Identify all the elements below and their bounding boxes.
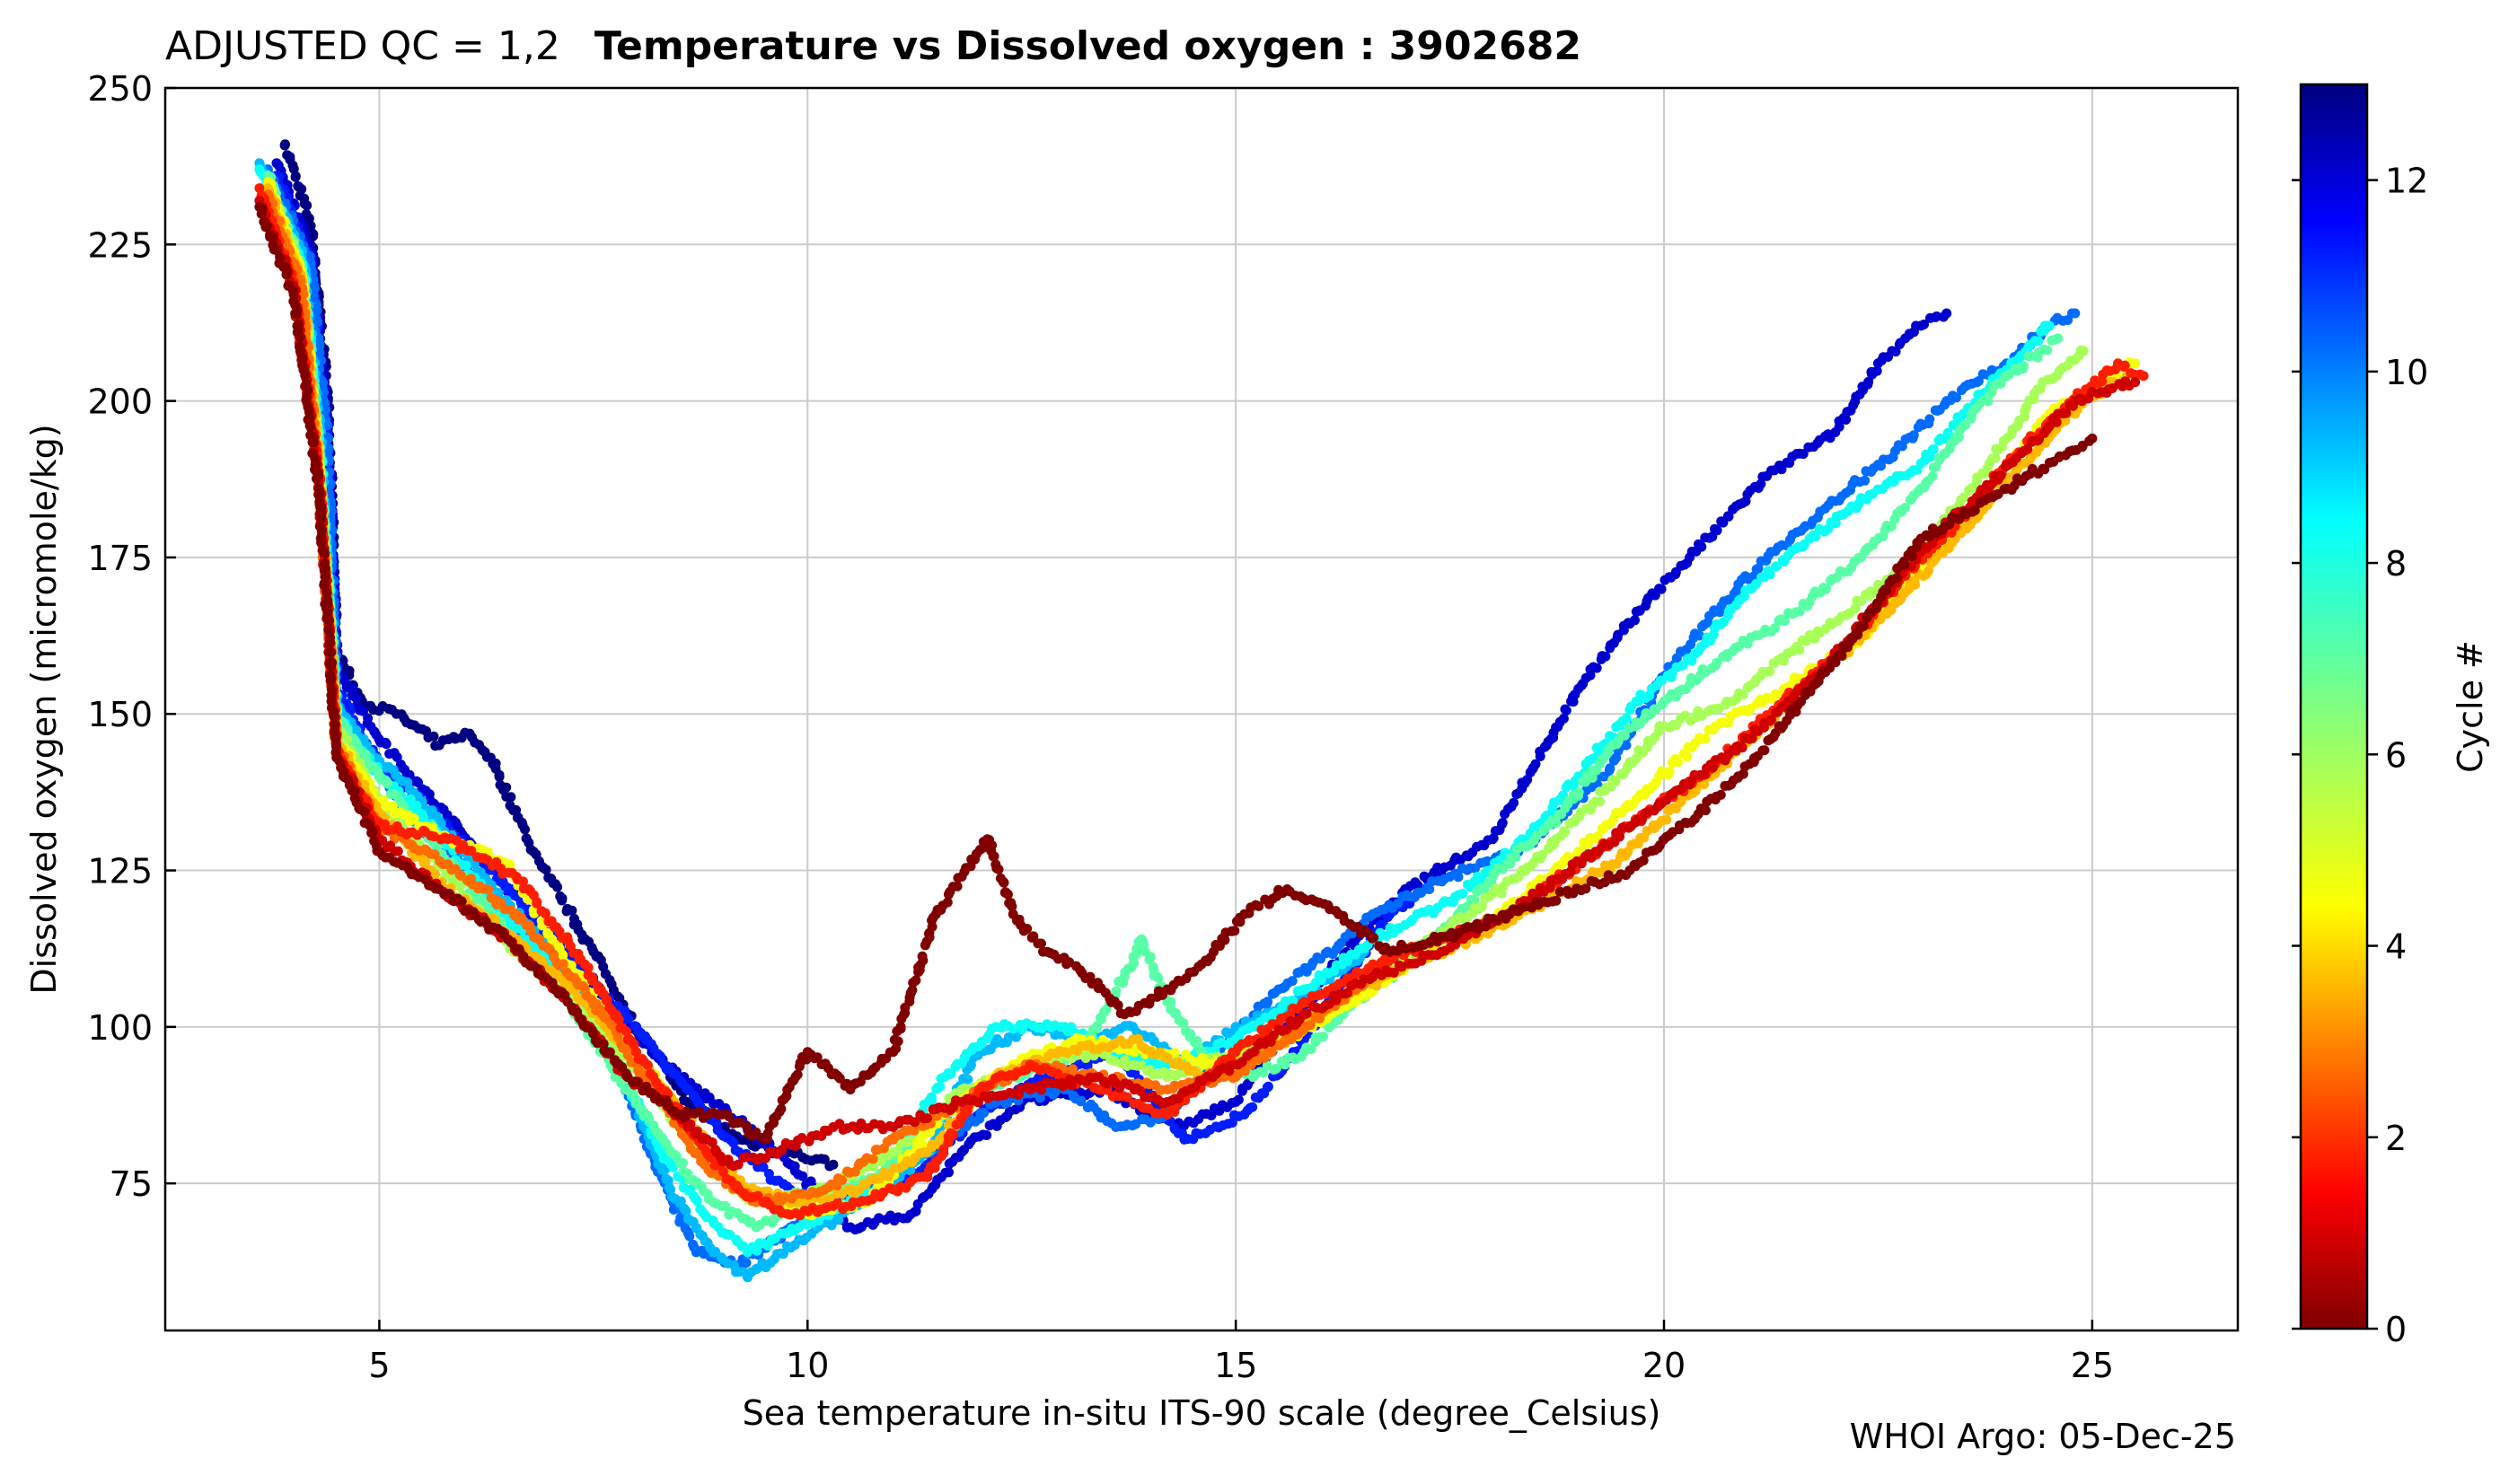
data-point bbox=[520, 824, 530, 834]
data-point bbox=[1574, 787, 1584, 797]
data-point bbox=[1622, 714, 1632, 724]
data-point bbox=[742, 1258, 752, 1268]
data-point bbox=[1560, 827, 1570, 837]
data-point bbox=[1592, 663, 1602, 673]
title-main: Temperature vs Dissolved oxygen : 390268… bbox=[594, 23, 1581, 69]
grid bbox=[165, 88, 2238, 1330]
data-point bbox=[828, 1160, 838, 1170]
data-point bbox=[2053, 333, 2063, 343]
data-point bbox=[1657, 584, 1667, 594]
data-point bbox=[1509, 798, 1519, 808]
data-point bbox=[1682, 751, 1692, 761]
data-point bbox=[552, 882, 562, 892]
data-point bbox=[2079, 346, 2089, 356]
data-point bbox=[1247, 1102, 1257, 1112]
data-point bbox=[1454, 872, 1464, 882]
data-point bbox=[506, 792, 515, 802]
data-point bbox=[383, 778, 392, 788]
series-cycle-1 bbox=[272, 158, 1952, 1234]
data-point bbox=[944, 1167, 954, 1177]
data-point bbox=[1924, 414, 1934, 424]
data-point bbox=[382, 739, 392, 749]
data-point bbox=[1288, 976, 1298, 986]
data-point bbox=[1860, 476, 1870, 486]
data-point bbox=[1712, 525, 1722, 535]
data-point bbox=[1929, 444, 1939, 454]
data-point bbox=[1234, 1095, 1244, 1105]
data-point bbox=[280, 141, 290, 151]
data-point bbox=[1794, 645, 1804, 654]
data-point bbox=[2033, 337, 2043, 347]
data-point bbox=[1821, 584, 1831, 594]
data-point bbox=[2045, 321, 2055, 330]
data-point bbox=[1595, 796, 1605, 806]
data-point bbox=[1498, 818, 1508, 828]
data-point bbox=[495, 770, 505, 780]
chart-title: ADJUSTED QC = 1,2 Temperature vs Dissolve… bbox=[165, 23, 1581, 69]
data-point bbox=[979, 1108, 989, 1118]
data-point bbox=[302, 200, 312, 210]
data-point bbox=[1263, 1082, 1273, 1092]
data-point bbox=[1600, 652, 1610, 662]
data-point bbox=[1765, 569, 1775, 579]
data-point bbox=[2019, 361, 2029, 371]
scatter-points bbox=[254, 139, 2148, 1282]
data-point bbox=[1673, 757, 1683, 767]
data-point bbox=[1928, 471, 1938, 481]
data-point bbox=[1630, 615, 1640, 625]
data-point bbox=[1696, 542, 1706, 552]
data-point bbox=[982, 1130, 991, 1140]
data-point bbox=[1991, 453, 2001, 463]
data-point bbox=[501, 783, 511, 793]
data-point bbox=[1701, 733, 1711, 743]
data-point bbox=[1562, 706, 1571, 716]
series-cycle-0 bbox=[280, 139, 839, 1171]
title-prefix: ADJUSTED QC = 1,2 bbox=[165, 23, 560, 69]
data-point bbox=[1665, 767, 1675, 777]
data-point bbox=[1457, 889, 1467, 899]
data-point bbox=[1146, 952, 1156, 962]
data-point bbox=[558, 893, 568, 903]
data-point bbox=[2042, 346, 2052, 356]
series-cycle-8 bbox=[263, 177, 2140, 1220]
data-point bbox=[797, 1172, 807, 1181]
data-point bbox=[1941, 309, 1951, 319]
data-point bbox=[291, 172, 301, 182]
data-point bbox=[1318, 1032, 1328, 1041]
data-point bbox=[429, 732, 439, 742]
data-point bbox=[2070, 309, 2080, 319]
